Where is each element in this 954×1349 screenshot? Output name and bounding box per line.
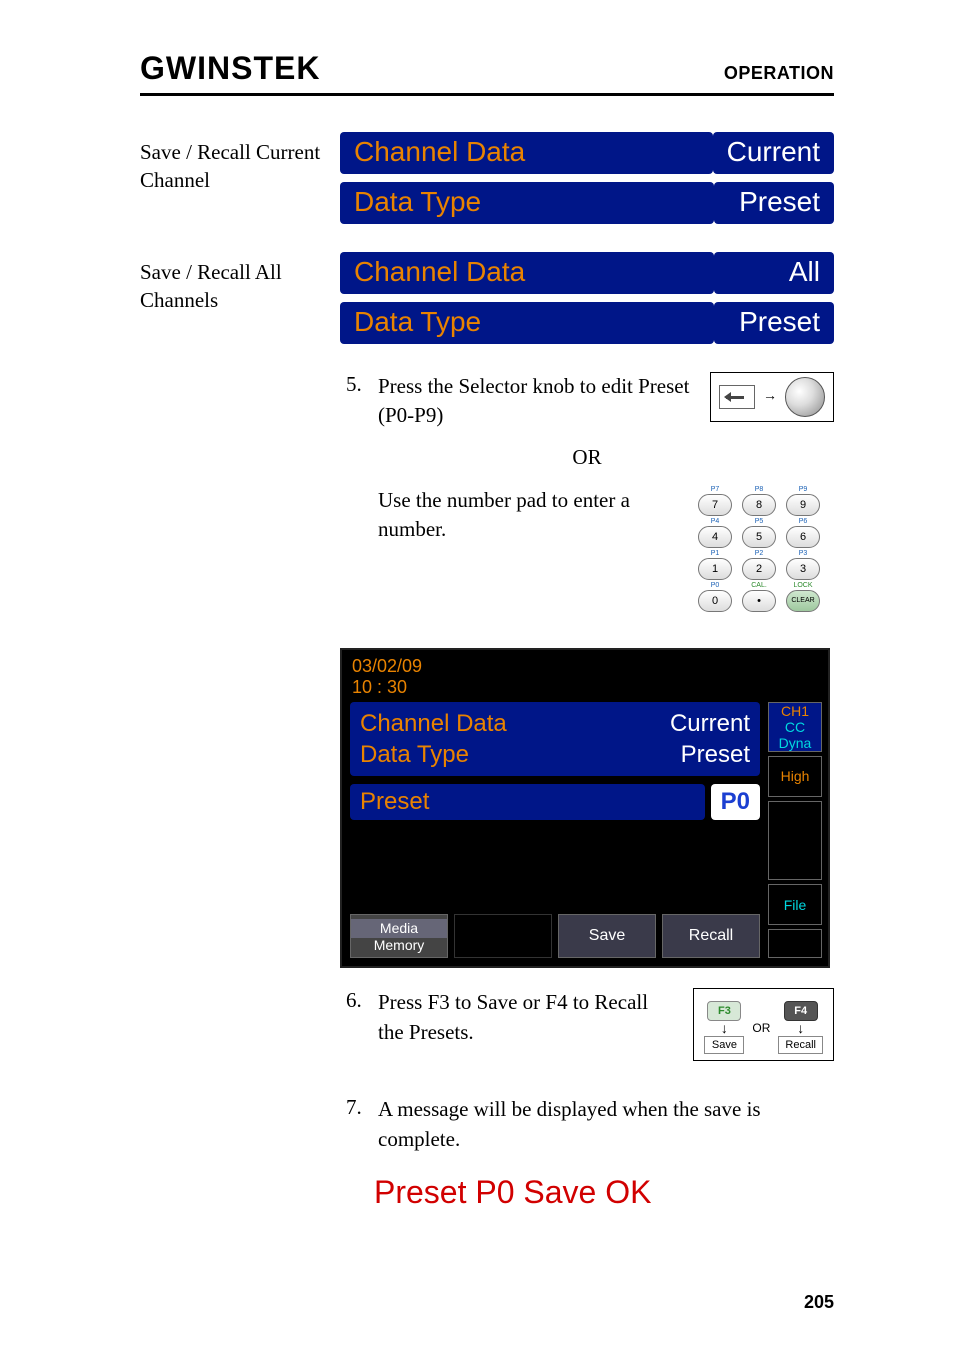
lcd-date: 03/02/09 [352,656,818,677]
num-key-icon: • [742,590,776,612]
softkey-recall[interactable]: Recall [662,914,760,958]
softkey-blank [454,914,552,958]
key-superscript: P3 [799,550,808,558]
softkey-media[interactable]: Media Memory [350,914,448,958]
field-value: Current [713,132,834,174]
lcd-field-label: Channel Data [360,708,507,739]
field-label: Data Type [340,302,714,344]
enter-button-icon [719,385,755,409]
display-row: Data Type Preset [340,302,834,344]
key-superscript: P8 [755,486,764,494]
key-superscript: P0 [711,582,720,590]
knob-wheel-icon [785,377,825,417]
step-number: 6. [340,988,378,1061]
device-lcd-screenshot: 03/02/09 10 : 30 Channel Data Current Da… [340,648,830,968]
field-label: Data Type [340,182,714,224]
f4-key-icon: F4 [784,1001,818,1021]
num-key-icon: 0 [698,590,732,612]
arrow-down-icon: ↓ [797,1023,804,1034]
num-key-icon: 6 [786,526,820,548]
softkey-label: Recall [778,1036,823,1054]
step-number: 7. [340,1095,378,1154]
field-label: Channel Data [340,252,714,294]
key-superscript: P1 [711,550,720,558]
or-label: OR [752,1021,770,1035]
step-text: Press F3 to Save or F4 to Recall the Pre… [378,988,675,1061]
display-row: Data Type Preset [340,182,834,224]
key-superscript: P5 [755,518,764,526]
num-key-icon: 4 [698,526,732,548]
field-value: Preset [714,302,834,344]
num-key-icon: 8 [742,494,776,516]
key-superscript: CAL. [751,582,767,590]
display-row: Channel Data All [340,252,834,294]
confirmation-message: Preset P0 Save OK [374,1174,834,1211]
num-key-icon: 9 [786,494,820,516]
num-key-icon: 2 [742,558,776,580]
softkey-save[interactable]: Save [558,914,656,958]
lcd-field-label: Data Type [360,739,469,770]
step-text: Press the Selector knob to edit Preset (… [378,372,692,431]
f3-key-icon: F3 [707,1001,741,1021]
side-file[interactable]: File [768,884,822,925]
or-label: OR [340,445,834,470]
selector-knob-graphic: → [710,372,834,422]
num-key-icon: 3 [786,558,820,580]
side-ch[interactable]: CH1 CC Dyna [768,702,822,752]
step-number: 5. [340,372,378,431]
key-superscript: P6 [799,518,808,526]
softkey-label: Save [704,1036,744,1054]
key-superscript: P4 [711,518,720,526]
key-superscript: P7 [711,486,720,494]
side-blank [768,801,822,881]
label-save-recall-current: Save / Recall Current Channel [140,132,340,232]
field-value: Preset [714,182,834,224]
side-high[interactable]: High [768,756,822,797]
lcd-preset-label: Preset [350,784,705,820]
step-text: A message will be displayed when the sav… [378,1095,834,1154]
display-row: Channel Data Current [340,132,834,174]
key-superscript: P2 [755,550,764,558]
lcd-field-value: Preset [681,739,750,770]
lcd-preset-value: P0 [711,784,760,820]
label-save-recall-all: Save / Recall All Channels [140,252,340,352]
key-superscript: P9 [799,486,808,494]
side-blank [768,929,822,958]
key-superscript: LOCK [793,582,812,590]
num-key-icon: 7 [698,494,732,516]
lcd-time: 10 : 30 [352,677,818,698]
clear-key-icon: CLEAR [786,590,820,612]
lcd-field-value: Current [670,708,750,739]
section-title: OPERATION [724,63,834,84]
field-value: All [714,252,834,294]
num-key-icon: 1 [698,558,732,580]
step-text: Use the number pad to enter a number. [378,486,666,614]
arrow-icon: → [763,389,777,405]
field-label: Channel Data [340,132,713,174]
page-header: GWINSTEK OPERATION [140,50,834,96]
logo: GWINSTEK [140,50,320,87]
numeric-keypad-graphic: P77 P88 P99 P44 P55 P66 P11 P22 P33 P00 CAL.• LOCKC… [684,486,834,612]
fkey-graphic: F3 ↓ Save OR F4 ↓ Recall [693,988,834,1061]
arrow-down-icon: ↓ [721,1023,728,1034]
page-number: 205 [804,1292,834,1313]
num-key-icon: 5 [742,526,776,548]
